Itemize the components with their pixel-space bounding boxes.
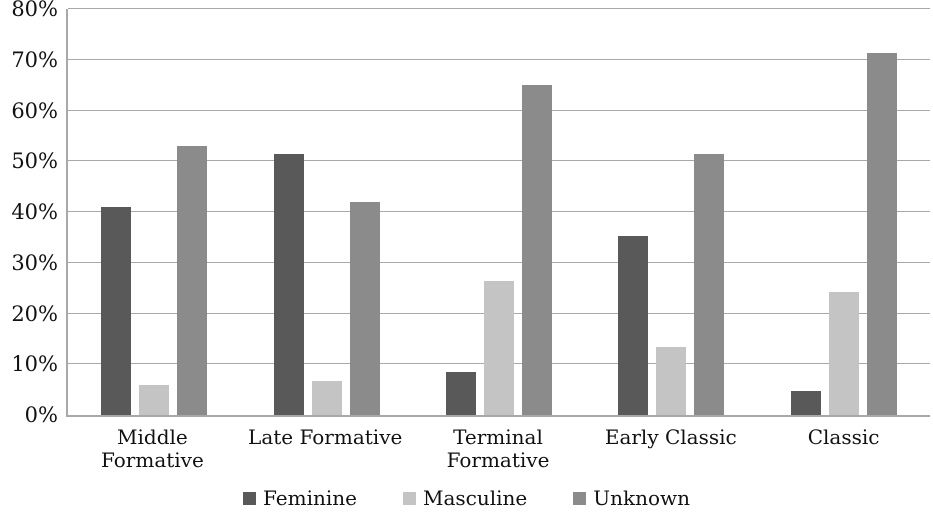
- plot-area: [66, 8, 930, 417]
- gridline-60%: [68, 109, 930, 111]
- x-axis-category-label: Early Classic: [604, 425, 737, 449]
- x-axis-category-label: Late Formative: [248, 425, 403, 449]
- bar-masculine: [311, 380, 342, 415]
- x-axis-labels: Middle Formative Late Formative Terminal F…: [66, 426, 930, 472]
- legend-label: Masculine: [422, 486, 528, 510]
- gridline-30%: [68, 261, 930, 263]
- bar-groups: [68, 9, 930, 415]
- gridline-70%: [68, 58, 930, 60]
- bar-group: [68, 9, 240, 415]
- bar-feminine: [101, 206, 132, 415]
- legend-item-feminine: Feminine: [242, 486, 357, 510]
- y-axis-tick-label: 30%: [11, 250, 58, 275]
- bar-feminine: [618, 235, 649, 415]
- gridline-50%: [68, 160, 930, 162]
- bar-masculine: [139, 384, 170, 415]
- bar-group: [413, 9, 585, 415]
- y-axis-tick-label: 20%: [11, 301, 58, 326]
- legend-swatch-icon: [242, 491, 256, 505]
- bar-feminine: [790, 391, 821, 415]
- bar-group: [758, 9, 930, 415]
- bar-unknown: [177, 146, 208, 415]
- legend-label: Unknown: [593, 486, 691, 510]
- x-axis-category-label: Middle Formative: [100, 425, 204, 472]
- legend-swatch-icon: [402, 491, 416, 505]
- bar-group: [585, 9, 757, 415]
- bar-masculine: [484, 280, 515, 415]
- y-axis-tick-label: 10%: [11, 352, 58, 377]
- y-axis-tick-label: 70%: [11, 47, 58, 72]
- x-axis-category-label: Classic: [807, 425, 880, 449]
- legend-item-masculine: Masculine: [402, 486, 528, 510]
- bar-unknown: [866, 53, 897, 415]
- bar-group: [240, 9, 412, 415]
- legend: Feminine Masculine Unknown: [0, 486, 933, 510]
- gridline-80%: [68, 8, 930, 9]
- bar-unknown: [522, 85, 553, 415]
- y-axis-tick-label: 60%: [11, 98, 58, 123]
- bar-masculine: [828, 292, 859, 415]
- legend-item-unknown: Unknown: [573, 486, 690, 510]
- y-axis-tick-label: 40%: [11, 200, 58, 224]
- bar-feminine: [446, 371, 477, 415]
- y-axis-tick-label: 80%: [11, 0, 58, 21]
- legend-label: Feminine: [262, 486, 357, 510]
- bar-masculine: [656, 347, 687, 415]
- y-axis-tick-label: 0%: [24, 403, 58, 427]
- bar-unknown: [349, 201, 380, 415]
- bar-unknown: [694, 153, 725, 415]
- legend-swatch-icon: [573, 491, 587, 505]
- y-axis-tick-label: 50%: [11, 149, 58, 174]
- bar-feminine: [273, 153, 304, 415]
- x-axis-category-label: Terminal Formative: [446, 425, 550, 472]
- gridline-40%: [68, 211, 930, 212]
